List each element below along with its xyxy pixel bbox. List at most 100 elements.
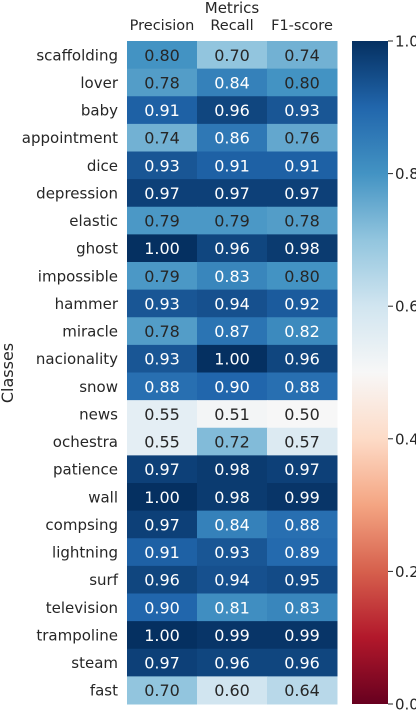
cell-value-label: 0.78 <box>144 322 180 341</box>
x-axis-title: Metrics <box>205 0 260 17</box>
row-label-hammer: hammer <box>55 295 119 313</box>
cell-value-label: 0.93 <box>284 101 320 120</box>
heatmap-cell <box>127 123 198 152</box>
column-label-f1-score: F1-score <box>271 18 333 34</box>
heatmap-cell <box>267 206 338 235</box>
cell-value-label: 0.78 <box>284 212 320 231</box>
cell-value-label: 0.97 <box>284 460 320 479</box>
cell-value-label: 0.74 <box>284 46 320 65</box>
heatmap-cell <box>267 344 338 373</box>
cell-value-label: 0.93 <box>144 350 180 369</box>
cell-value-label: 0.93 <box>214 543 250 562</box>
heatmap-cell <box>127 206 198 235</box>
cell-value-label: 0.88 <box>284 515 320 534</box>
heatmap-cell <box>127 400 198 429</box>
cell-value-label: 0.82 <box>284 322 320 341</box>
row-label-fast: fast <box>90 682 118 700</box>
cell-value-label: 0.91 <box>214 156 250 175</box>
colorbar-ticks: 0.0 0.2 0.4 0.6 0.8 1.0 <box>388 33 416 713</box>
row-label-depression: depression <box>36 184 118 202</box>
heatmap-cell <box>267 123 338 152</box>
heatmap-cell <box>127 427 198 456</box>
heatmap-cell <box>267 96 338 125</box>
cell-value-label: 0.97 <box>144 515 180 534</box>
cell-value-label: 0.96 <box>284 350 320 369</box>
row-label-baby: baby <box>81 102 118 120</box>
row-label-news: news <box>79 405 118 423</box>
cell-value-label: 0.57 <box>284 433 320 452</box>
row-label-miracle: miracle <box>62 323 118 341</box>
heatmap-cell <box>127 676 198 705</box>
heatmap-cell <box>127 483 198 512</box>
cell-value-label: 0.97 <box>214 184 250 203</box>
colorbar-tick-label: 0.8 <box>395 165 416 183</box>
heatmap-cell <box>127 648 198 677</box>
cell-value-label: 0.97 <box>144 460 180 479</box>
heatmap-cell <box>267 648 338 677</box>
row-label-snow: snow <box>79 378 118 396</box>
cell-value-label: 0.80 <box>284 73 320 92</box>
heatmap-cell <box>197 372 268 401</box>
cell-value-label: 0.70 <box>214 46 250 65</box>
heatmap-cell <box>267 538 338 567</box>
heatmap-cell <box>267 400 338 429</box>
cell-value-label: 0.60 <box>214 681 250 700</box>
row-label-trampoline: trampoline <box>36 626 118 644</box>
cell-value-label: 0.96 <box>144 571 180 590</box>
heatmap-cell <box>267 427 338 456</box>
row-label-impossible: impossible <box>38 267 118 285</box>
cell-value-label: 0.64 <box>284 681 320 700</box>
heatmap-cell <box>197 483 268 512</box>
heatmap-cell <box>197 455 268 484</box>
heatmap-cell <box>127 41 198 70</box>
heatmap-cell <box>127 372 198 401</box>
row-label-nacionality: nacionality <box>36 350 118 368</box>
cell-value-label: 0.83 <box>214 267 250 286</box>
heatmap-cell <box>267 593 338 622</box>
row-label-appointment: appointment <box>22 129 118 147</box>
heatmap-cell <box>127 455 198 484</box>
heatmap-cell <box>197 344 268 373</box>
heatmap-cell <box>127 317 198 346</box>
cell-value-label: 0.91 <box>144 543 180 562</box>
cell-value-label: 0.84 <box>214 515 250 534</box>
heatmap-cell <box>127 179 198 208</box>
cell-value-label: 0.98 <box>214 488 250 507</box>
cell-value-label: 0.81 <box>214 598 250 617</box>
heatmap-cell <box>197 206 268 235</box>
heatmap-cell <box>197 123 268 152</box>
heatmap-cell <box>197 538 268 567</box>
heatmap-cell <box>127 68 198 97</box>
cell-value-label: 0.70 <box>144 681 180 700</box>
heatmap-cell <box>197 648 268 677</box>
heatmap-cell <box>127 344 198 373</box>
cell-value-label: 0.96 <box>214 654 250 673</box>
colorbar <box>352 41 388 704</box>
row-label-dice: dice <box>87 157 118 175</box>
cell-value-label: 0.94 <box>214 571 250 590</box>
row-label-scaffolding: scaffolding <box>36 46 118 64</box>
heatmap-cell <box>197 510 268 539</box>
cell-value-label: 0.55 <box>144 433 180 452</box>
heatmap-cell <box>127 538 198 567</box>
cell-value-label: 1.00 <box>144 626 180 645</box>
heatmap-cell <box>197 96 268 125</box>
heatmap-cell <box>197 676 268 705</box>
heatmap-cell <box>267 289 338 318</box>
heatmap-cell <box>197 179 268 208</box>
cell-value-label: 0.98 <box>284 239 320 258</box>
heatmap-cell <box>197 427 268 456</box>
row-label-lightning: lightning <box>52 544 118 562</box>
heatmap-cell <box>197 68 268 97</box>
heatmap-cell <box>197 317 268 346</box>
cell-value-label: 0.96 <box>284 654 320 673</box>
heatmap-cell <box>267 262 338 291</box>
heatmap-cell <box>267 676 338 705</box>
cell-value-label: 0.88 <box>144 377 180 396</box>
heatmap-cell <box>267 317 338 346</box>
heatmap-cell <box>267 41 338 70</box>
cell-value-label: 0.99 <box>284 626 320 645</box>
heatmap-cell <box>127 621 198 650</box>
row-labels: scaffolding lover baby appointment dice depre… <box>22 46 119 699</box>
heatmap-cell <box>197 41 268 70</box>
